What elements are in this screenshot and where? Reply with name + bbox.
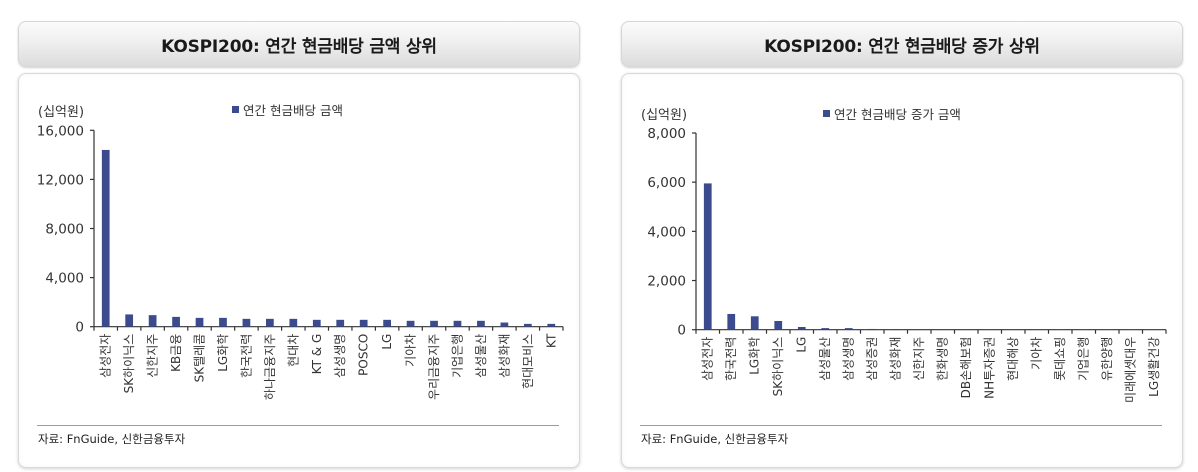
bar	[453, 320, 462, 327]
bar	[868, 328, 877, 330]
x-tick-label: 삼성전자	[99, 334, 113, 378]
bar	[289, 318, 298, 327]
x-tick-label: 삼성생명	[842, 337, 856, 381]
x-tick-label: 현대차	[286, 334, 300, 367]
x-tick-label: KT & G	[310, 334, 324, 375]
y-axis-unit: (십억원)	[38, 105, 85, 120]
chart-title: KOSPI200: 연간 현금배당 금액 상위	[18, 21, 580, 67]
x-tick-label: 기아차	[1030, 337, 1044, 370]
bar	[844, 328, 853, 330]
legend-swatch-icon	[823, 110, 830, 117]
bar	[312, 319, 321, 327]
legend: 연간 현금배당 금액	[232, 100, 343, 119]
bar	[821, 328, 830, 330]
chart-title: KOSPI200: 연간 현금배당 증가 상위	[621, 21, 1183, 67]
x-tick-label: 미래에셋대우	[1124, 337, 1138, 403]
x-tick-label: 신한지주	[912, 337, 926, 381]
y-tick-label: 0	[677, 323, 686, 339]
y-axis-unit: (십억원)	[641, 108, 688, 123]
x-tick-label: 기업은행	[449, 334, 464, 378]
bar	[406, 320, 415, 327]
bar	[242, 318, 251, 327]
legend-label: 연간 현금배당 증가 금액	[834, 107, 961, 122]
x-tick-label: 우리금융지주	[427, 334, 441, 400]
x-tick-label: 신한지주	[146, 334, 160, 378]
y-tick-label: 0	[75, 320, 84, 336]
bar	[359, 319, 368, 327]
x-tick-label: DB손해보험	[959, 337, 973, 399]
bar-chart: 0 2,000 4,000 6,000 8,000 삼성전자 한국전력 LG화학 SK하이닉스 L…	[647, 126, 1167, 403]
x-tick-label: 한국전력	[239, 334, 253, 378]
x-tick-label: POSCO	[357, 334, 371, 376]
bar	[797, 326, 806, 330]
bar	[430, 320, 438, 327]
bar	[125, 314, 134, 327]
x-tick-label: 삼성화재	[497, 334, 511, 378]
bar	[891, 329, 900, 330]
y-tick-label: 8,000	[45, 222, 84, 238]
x-tick-label: 삼성전자	[701, 337, 715, 381]
x-tick-label: 한화생명	[936, 337, 950, 381]
x-tick-label: 삼성화재	[889, 337, 903, 381]
source-divider	[37, 425, 559, 426]
x-tick-label: SK텔레콤	[193, 334, 207, 383]
x-tick-label: SK하이닉스	[122, 334, 136, 394]
bar	[172, 316, 180, 327]
x-tick-label: LG생활건강	[1147, 337, 1161, 397]
bar	[195, 317, 204, 327]
x-tick-label: KB금융	[169, 334, 183, 372]
x-tick-label: 삼성생명	[333, 334, 347, 378]
bar	[774, 320, 783, 330]
x-tick-label: LG화학	[216, 334, 230, 372]
bar	[336, 319, 345, 327]
legend-label: 연간 현금배당 금액	[243, 103, 343, 118]
bar	[477, 320, 485, 327]
x-tick-label: 한국전력	[724, 337, 738, 381]
bar	[148, 315, 157, 327]
x-tick-label: 유한양행	[1099, 337, 1114, 381]
y-tick-label: 2,000	[647, 274, 686, 290]
bar	[523, 323, 532, 327]
bar-chart: 0 4,000 8,000 12,000 16,000 삼성전자 SK하이닉스 신한지주 KB금…	[37, 123, 564, 400]
source-note: 자료: FnGuide, 신한금융투자	[641, 432, 789, 446]
x-tick-label: SK하이닉스	[771, 337, 785, 397]
chart-container	[18, 73, 580, 468]
source-note: 자료: FnGuide, 신한금융투자	[38, 432, 186, 446]
x-tick-label: 현대해상	[1006, 337, 1020, 381]
y-tick-label: 4,000	[647, 224, 686, 240]
y-tick-label: 6,000	[647, 175, 686, 191]
bar	[383, 319, 391, 327]
bar	[500, 322, 509, 327]
y-tick-label: 4,000	[45, 271, 84, 287]
y-tick-label: 16,000	[37, 123, 84, 139]
bar	[750, 316, 759, 330]
x-tick-label: 하나금융지주	[263, 334, 277, 400]
panel-dividend-increase: KOSPI200: 연간 현금배당 증가 상위 (십억원) 연간 현금배당 증가…	[621, 0, 1183, 472]
x-tick-label: LG	[380, 334, 394, 350]
bar	[219, 317, 227, 327]
x-tick-label: KT	[544, 333, 558, 348]
x-tick-label: 삼성증권	[865, 337, 879, 381]
legend: 연간 현금배당 증가 금액	[823, 104, 961, 123]
x-tick-label: LG	[795, 337, 809, 353]
x-tick-label: 롯데쇼핑	[1053, 337, 1067, 381]
x-tick-label: LG화학	[748, 337, 762, 375]
x-tick-label: 기아차	[404, 334, 418, 367]
y-tick-label: 8,000	[647, 126, 686, 142]
x-tick-label: 현대모비스	[521, 334, 535, 389]
bar	[727, 313, 736, 330]
bar	[703, 183, 712, 330]
x-tick-label: 기업은행	[1076, 337, 1091, 381]
y-tick-label: 12,000	[37, 172, 84, 188]
bar	[547, 323, 556, 327]
x-tick-label: 삼성물산	[818, 337, 832, 381]
chart-container	[621, 73, 1183, 468]
panel-dividend-amount: KOSPI200: 연간 현금배당 금액 상위 (십억원) 연간 현금배당 금액…	[18, 0, 580, 472]
bar	[266, 318, 274, 327]
x-tick-label: 삼성물산	[474, 334, 488, 378]
source-divider	[640, 425, 1162, 426]
legend-swatch-icon	[232, 106, 239, 113]
x-tick-label: NH투자증권	[983, 337, 997, 399]
bar	[101, 149, 110, 327]
